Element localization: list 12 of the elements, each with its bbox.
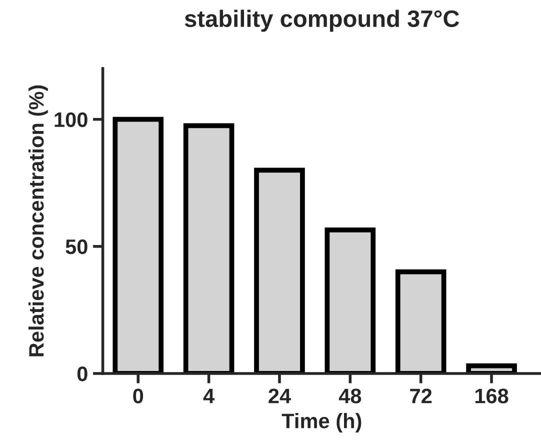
x-tick-label: 72 (410, 388, 432, 404)
y-tick-label: 50 (66, 239, 88, 254)
x-tick-label: 24 (268, 388, 291, 404)
y-tick-label: 100 (54, 112, 88, 128)
x-tick-label: 4 (203, 388, 214, 404)
x-tick-label: 168 (475, 388, 508, 404)
x-tick-label: 48 (338, 388, 362, 404)
x-tick-label: 0 (133, 388, 144, 404)
x-axis-title: Time (h) (282, 413, 362, 432)
y-tick-label: 0 (77, 366, 88, 382)
chart-title: stability compound 37°C (184, 10, 460, 32)
y-axis-title: Relatieve concentration (%) (28, 85, 48, 356)
